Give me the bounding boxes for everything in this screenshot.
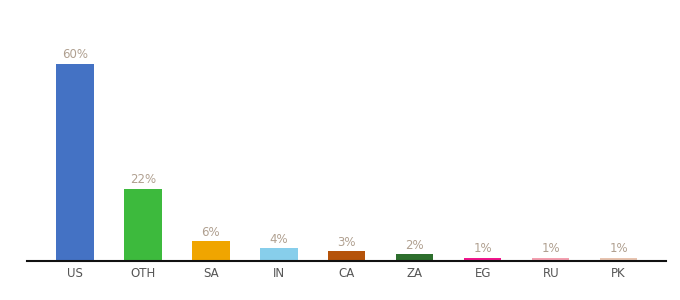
Bar [192, 241, 230, 261]
Text: 1%: 1% [473, 242, 492, 255]
Bar [464, 258, 501, 261]
Bar [56, 64, 94, 261]
Bar [124, 189, 162, 261]
Bar [260, 248, 298, 261]
Bar [396, 254, 433, 261]
Bar [532, 258, 569, 261]
Text: 22%: 22% [130, 173, 156, 186]
Text: 1%: 1% [609, 242, 628, 255]
Text: 3%: 3% [337, 236, 356, 249]
Bar [328, 251, 365, 261]
Text: 4%: 4% [269, 232, 288, 245]
Text: 60%: 60% [62, 48, 88, 61]
Bar [600, 258, 637, 261]
Text: 6%: 6% [201, 226, 220, 239]
Text: 2%: 2% [405, 239, 424, 252]
Text: 1%: 1% [541, 242, 560, 255]
